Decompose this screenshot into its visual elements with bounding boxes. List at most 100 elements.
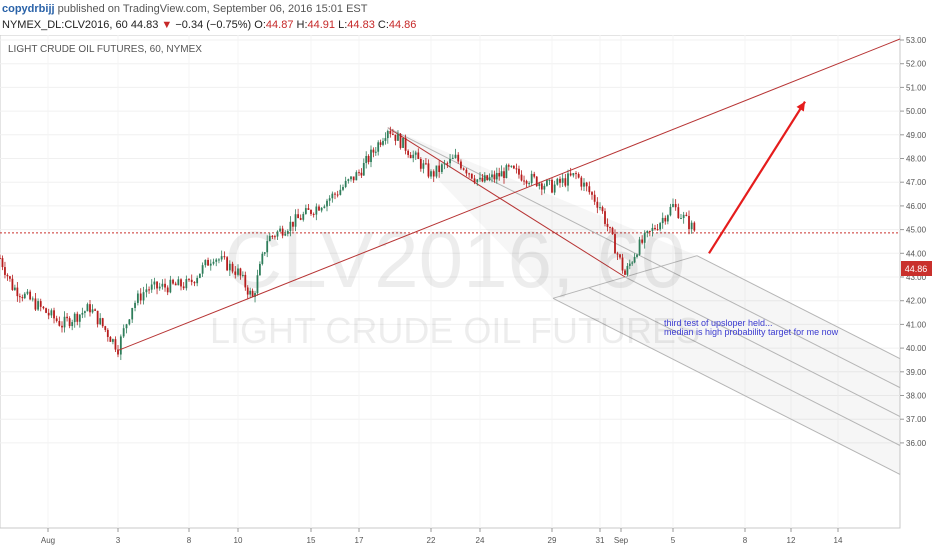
candle-body bbox=[407, 150, 410, 155]
candle-body bbox=[26, 291, 29, 294]
candle-body bbox=[614, 234, 616, 254]
candle-body bbox=[323, 206, 326, 208]
candle-body bbox=[297, 214, 300, 219]
candle-body bbox=[177, 279, 180, 286]
candle-body bbox=[564, 178, 567, 186]
candle-body bbox=[438, 165, 441, 172]
candle-body bbox=[234, 271, 237, 275]
candle-body bbox=[483, 175, 486, 182]
candle-body bbox=[81, 312, 84, 315]
low-label: L: bbox=[338, 19, 348, 31]
pitchfork-fill bbox=[387, 127, 900, 475]
candle-body bbox=[16, 287, 19, 297]
symbol-line: NYMEX_DL:CLV2016, 60 44.83 ▼ −0.34 (−0.7… bbox=[2, 17, 416, 33]
candle-body bbox=[470, 173, 473, 179]
x-tick-label: Sep bbox=[614, 536, 629, 545]
grid bbox=[0, 35, 900, 528]
price-change: −0.34 (−0.75%) bbox=[175, 19, 252, 31]
x-tick-label: 5 bbox=[671, 536, 676, 545]
symbol-name[interactable]: NYMEX_DL:CLV2016, 60 bbox=[2, 19, 128, 31]
candle-body bbox=[251, 290, 254, 297]
candle-body bbox=[606, 223, 609, 227]
candle-body bbox=[355, 172, 358, 181]
candle-body bbox=[47, 312, 50, 316]
candle-body bbox=[76, 313, 79, 322]
candle-body bbox=[169, 279, 172, 293]
candle-body bbox=[21, 297, 24, 299]
candle-body bbox=[628, 263, 631, 266]
candle-body bbox=[23, 293, 26, 299]
candle-body bbox=[473, 178, 476, 183]
watermark-name: LIGHT CRUDE OIL FUTURES bbox=[210, 310, 700, 351]
time-axis[interactable]: Aug 3 8 10 15 17 22 24 29 31 Sep 5 8 12 14 bbox=[41, 528, 843, 545]
candle-body bbox=[318, 206, 320, 211]
candle-body bbox=[166, 287, 169, 293]
candle-body bbox=[374, 151, 377, 153]
candle-body bbox=[468, 173, 471, 175]
candle-body bbox=[646, 230, 649, 234]
candle-body bbox=[109, 336, 112, 342]
candle-body bbox=[150, 284, 153, 290]
candle-body bbox=[96, 310, 99, 325]
candle-body bbox=[619, 254, 621, 258]
candle-body bbox=[263, 252, 266, 254]
candle-body bbox=[259, 263, 261, 276]
candle-body bbox=[682, 214, 685, 219]
candle-body bbox=[491, 174, 493, 178]
candle-body bbox=[520, 174, 523, 181]
candle-body bbox=[481, 177, 484, 182]
candle-body bbox=[518, 168, 520, 175]
candle-body bbox=[53, 310, 55, 319]
candle-body bbox=[638, 239, 641, 255]
candle-body bbox=[530, 173, 533, 184]
candles bbox=[0, 126, 696, 361]
candle-body bbox=[117, 349, 119, 355]
candle-body bbox=[533, 173, 536, 177]
y-tick-label: 53.00 bbox=[906, 36, 927, 45]
candle-body bbox=[136, 293, 139, 303]
candle-body bbox=[89, 304, 91, 313]
candle-body bbox=[427, 163, 430, 177]
y-tick-label: 42.00 bbox=[906, 297, 927, 306]
price-chart[interactable]: CLV2016, 60 LIGHT CRUDE OIL FUTURES LIGH… bbox=[0, 35, 932, 550]
candle-body bbox=[677, 207, 680, 219]
candle-body bbox=[486, 175, 489, 181]
candle-body bbox=[6, 274, 9, 277]
candle-body bbox=[226, 257, 229, 271]
candle-body bbox=[443, 163, 446, 165]
candle-body bbox=[276, 231, 279, 237]
annotation-line-1: third test of upsloper held... bbox=[664, 318, 773, 328]
candle-body bbox=[512, 165, 515, 169]
x-tick-label: 12 bbox=[787, 536, 796, 545]
y-tick-label: 47.00 bbox=[906, 178, 927, 187]
candle-body bbox=[37, 301, 39, 310]
candle-body bbox=[451, 157, 454, 159]
candle-body bbox=[302, 213, 305, 220]
candle-body bbox=[256, 275, 259, 294]
candle-body bbox=[347, 179, 350, 181]
projection-arrow-line bbox=[708, 101, 806, 254]
high-value: 44.91 bbox=[307, 19, 336, 31]
candle-body bbox=[294, 214, 297, 227]
candle-body bbox=[479, 177, 481, 180]
candle-body bbox=[551, 179, 553, 193]
candle-body bbox=[78, 314, 81, 322]
candle-body bbox=[112, 339, 114, 342]
candle-body bbox=[122, 328, 125, 337]
candle-body bbox=[382, 140, 384, 145]
candle-body bbox=[412, 154, 415, 159]
candle-body bbox=[680, 218, 682, 220]
candle-body bbox=[209, 263, 212, 266]
projection-arrow-head-icon bbox=[796, 101, 805, 112]
candle-body bbox=[656, 229, 659, 231]
low-value: 44.83 bbox=[347, 19, 375, 31]
candle-body bbox=[312, 213, 315, 215]
price-axis[interactable]: 36.00 37.00 38.00 39.00 40.00 41.00 42.00 43.00… bbox=[900, 36, 927, 448]
pitchfork-line bbox=[624, 276, 901, 418]
candle-body bbox=[495, 172, 498, 180]
candle-body bbox=[268, 235, 271, 242]
candle-body bbox=[417, 152, 420, 159]
author-link[interactable]: copydrbijj bbox=[2, 3, 55, 15]
candle-body bbox=[193, 282, 196, 284]
candle-body bbox=[148, 289, 150, 291]
